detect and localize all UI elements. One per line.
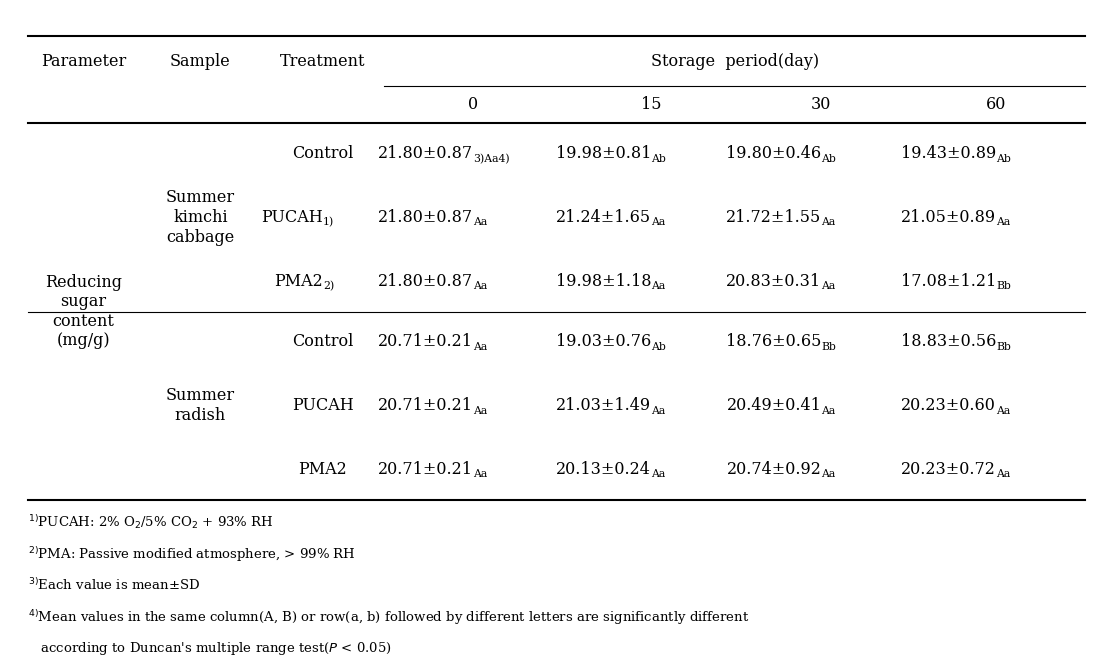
Text: 0: 0: [467, 96, 479, 113]
Text: Storage  period(day): Storage period(day): [650, 52, 819, 70]
Text: PMA2: PMA2: [298, 461, 347, 478]
Text: Aa: Aa: [651, 281, 666, 291]
Text: Aa: Aa: [651, 217, 666, 228]
Text: 15: 15: [641, 96, 661, 113]
Text: Aa: Aa: [651, 469, 666, 479]
Text: Aa: Aa: [821, 406, 836, 416]
Text: Control: Control: [292, 334, 354, 350]
Text: 19.98±0.81: 19.98±0.81: [555, 145, 651, 162]
Text: Bb: Bb: [821, 342, 836, 352]
Text: Aa: Aa: [821, 469, 836, 479]
Text: 2): 2): [323, 281, 334, 291]
Text: 21.05±0.89: 21.05±0.89: [902, 209, 996, 226]
Text: PMA2: PMA2: [274, 273, 323, 290]
Text: Bb: Bb: [996, 281, 1011, 291]
Text: Ab: Ab: [651, 154, 666, 164]
Text: Aa: Aa: [473, 217, 487, 228]
Text: 21.80±0.87: 21.80±0.87: [378, 209, 473, 226]
Text: 19.80±0.46: 19.80±0.46: [727, 145, 821, 162]
Text: Aa: Aa: [996, 406, 1011, 416]
Text: Aa: Aa: [821, 217, 836, 228]
Text: 21.03±1.49: 21.03±1.49: [556, 397, 651, 414]
Text: 1): 1): [323, 217, 334, 228]
Text: Ab: Ab: [651, 342, 666, 352]
Text: Ab: Ab: [996, 154, 1011, 164]
Text: 20.74±0.92: 20.74±0.92: [727, 461, 821, 478]
Text: 20.49±0.41: 20.49±0.41: [727, 397, 821, 414]
Text: 20.23±0.72: 20.23±0.72: [902, 461, 996, 478]
Text: 20.71±0.21: 20.71±0.21: [378, 334, 473, 350]
Text: Aa: Aa: [996, 217, 1011, 228]
Text: 17.08±1.21: 17.08±1.21: [900, 273, 996, 290]
Text: 18.83±0.56: 18.83±0.56: [900, 334, 996, 350]
Text: 20.71±0.21: 20.71±0.21: [378, 397, 473, 414]
Text: Bb: Bb: [996, 342, 1011, 352]
Text: Ab: Ab: [821, 154, 836, 164]
Text: 21.24±1.65: 21.24±1.65: [556, 209, 651, 226]
Text: 21.80±0.87: 21.80±0.87: [378, 273, 473, 290]
Text: 19.98±1.18: 19.98±1.18: [555, 273, 651, 290]
Text: 21.72±1.55: 21.72±1.55: [726, 209, 821, 226]
Text: 19.43±0.89: 19.43±0.89: [900, 145, 996, 162]
Text: Aa: Aa: [473, 469, 487, 479]
Text: 19.03±0.76: 19.03±0.76: [555, 334, 651, 350]
Text: Treatment: Treatment: [280, 52, 365, 70]
Text: $^{2)}$PMA: Passive modified atmosphere, > 99% RH: $^{2)}$PMA: Passive modified atmosphere,…: [28, 545, 355, 564]
Text: 21.80±0.87: 21.80±0.87: [378, 145, 473, 162]
Text: Aa: Aa: [473, 281, 487, 291]
Text: 20.71±0.21: 20.71±0.21: [378, 461, 473, 478]
Text: PUCAH: PUCAH: [262, 209, 323, 226]
Text: Summer
radish: Summer radish: [166, 387, 235, 424]
Text: 20.23±0.60: 20.23±0.60: [902, 397, 996, 414]
Text: 20.13±0.24: 20.13±0.24: [556, 461, 651, 478]
Text: 18.76±0.65: 18.76±0.65: [726, 334, 821, 350]
Text: Summer
kimchi
cabbage: Summer kimchi cabbage: [166, 189, 235, 246]
Text: $^{4)}$Mean values in the same column(A, B) or row(a, b) followed by different l: $^{4)}$Mean values in the same column(A,…: [28, 608, 749, 628]
Text: 3)Aa4): 3)Aa4): [473, 154, 510, 164]
Text: Control: Control: [292, 145, 354, 162]
Text: 20.83±0.31: 20.83±0.31: [727, 273, 821, 290]
Text: Reducing
sugar
content
(mg/g): Reducing sugar content (mg/g): [45, 273, 122, 350]
Text: PUCAH: PUCAH: [292, 397, 354, 414]
Text: Aa: Aa: [473, 342, 487, 352]
Text: according to Duncan's multiple range test($P$ < 0.05): according to Duncan's multiple range tes…: [28, 640, 392, 657]
Text: 60: 60: [986, 96, 1006, 113]
Text: Parameter: Parameter: [41, 52, 126, 70]
Text: Sample: Sample: [170, 52, 230, 70]
Text: $^{1)}$PUCAH: 2% O$_2$/5% CO$_2$ + 93% RH: $^{1)}$PUCAH: 2% O$_2$/5% CO$_2$ + 93% R…: [28, 513, 274, 531]
Text: Aa: Aa: [996, 469, 1011, 479]
Text: Aa: Aa: [651, 406, 666, 416]
Text: $^{3)}$Each value is mean$\pm$SD: $^{3)}$Each value is mean$\pm$SD: [28, 577, 200, 592]
Text: Aa: Aa: [821, 281, 836, 291]
Text: 30: 30: [811, 96, 831, 113]
Text: Aa: Aa: [473, 406, 487, 416]
